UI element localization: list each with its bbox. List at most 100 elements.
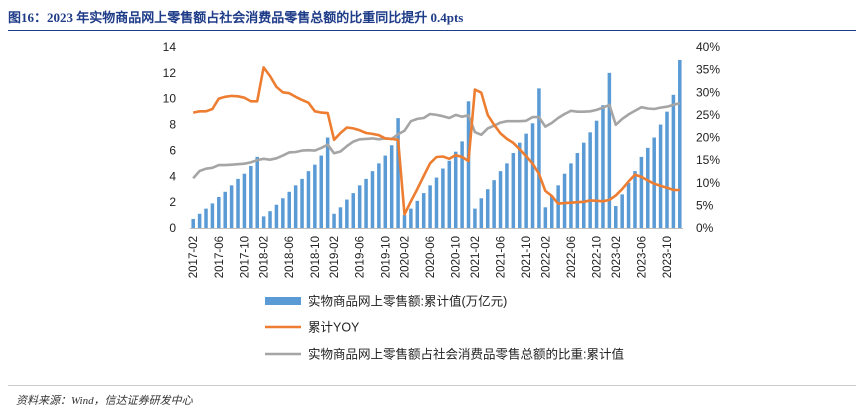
bar (396, 118, 400, 228)
bar (345, 199, 349, 228)
bar (242, 173, 247, 228)
x-tick-label: 2017-10 (239, 236, 251, 278)
bar (530, 123, 535, 228)
bar (665, 111, 669, 228)
y-axis-left-ticks: 0 2 4 6 8 10 12 14 (163, 40, 177, 235)
bar (319, 155, 324, 228)
bar (428, 185, 432, 228)
y-right-tick-label: 20% (696, 131, 720, 145)
bar (581, 142, 586, 228)
bar (556, 185, 560, 228)
x-tick-label: 2022-06 (566, 236, 578, 278)
bar (236, 178, 240, 228)
bar (466, 101, 471, 228)
bar (313, 164, 317, 228)
bar (287, 191, 292, 228)
y-left-tick-label: 6 (169, 143, 176, 157)
bar (197, 213, 202, 228)
bar (370, 171, 375, 228)
bar (210, 203, 215, 228)
x-tick-label: 2019-02 (329, 236, 341, 278)
x-tick-label: 2021-02 (470, 236, 482, 278)
share-line (192, 101, 681, 180)
x-axis-ticks: 2017-02 2017-06 2017-10 2018-02 2018-06 2018-… (188, 236, 674, 278)
legend-share-label: 实物商品网上零售额占社会消费品零售总额的比重:累计值 (308, 347, 624, 362)
title-divider (8, 30, 856, 31)
bar (485, 189, 490, 228)
bar (293, 185, 298, 228)
bar (473, 208, 477, 228)
bar (524, 133, 528, 228)
figure-title: 图16：2023 年实物商品网上零售额占社会消费品零售总额的比重同比提升 0.4… (8, 10, 464, 25)
bar (274, 204, 279, 228)
bar (306, 171, 311, 228)
yoy-line (192, 66, 680, 216)
x-tick-label: 2020-02 (399, 236, 411, 278)
bar (229, 185, 234, 228)
x-tick-label: 2020-06 (425, 236, 437, 278)
y-left-tick-label: 4 (169, 169, 176, 183)
bar (575, 153, 580, 228)
bar (594, 120, 599, 228)
x-tick-label: 2023-06 (636, 236, 648, 278)
bar (658, 124, 663, 228)
footer-divider (8, 385, 856, 386)
bar (517, 142, 522, 228)
legend-yoy-label: 累计YOY (308, 321, 360, 335)
chart: 0 2 4 6 8 10 12 14 0% 5% 10% 15% 20% 25% 30% 35% 40% 20… (163, 40, 721, 362)
y-right-tick-label: 25% (696, 108, 720, 122)
bar (562, 173, 567, 228)
legend-bar-swatch (265, 297, 301, 305)
y-right-tick-label: 40% (696, 40, 720, 54)
x-tick-label: 2019-10 (380, 236, 392, 278)
bar (549, 195, 554, 228)
bar (402, 215, 407, 228)
bar (325, 137, 330, 228)
bar (453, 151, 458, 228)
bar (447, 160, 452, 228)
y-right-tick-label: 10% (696, 176, 720, 190)
bar (511, 153, 516, 228)
x-tick-label: 2019-06 (355, 236, 367, 278)
bar (415, 200, 420, 228)
x-tick-label: 2021-10 (521, 236, 533, 278)
bar (492, 180, 496, 228)
bar (678, 59, 682, 228)
bar (217, 196, 221, 228)
y-right-tick-label: 15% (696, 153, 720, 167)
bar (639, 156, 644, 228)
x-tick-label: 2023-10 (662, 236, 674, 278)
bar (351, 193, 356, 228)
bar (537, 88, 541, 228)
x-tick-label: 2022-02 (540, 236, 552, 278)
legend-bar-label: 实物商品网上零售额:累计值(万亿元) (308, 294, 507, 309)
y-right-tick-label: 30% (696, 85, 720, 99)
bar (261, 216, 266, 228)
bar (364, 178, 368, 228)
bar (377, 163, 381, 228)
bar (505, 163, 509, 228)
bar (671, 94, 676, 228)
y-left-tick-label: 14 (163, 40, 177, 54)
legend: 实物商品网上零售额:累计值(万亿元) 累计YOY 实物商品网上零售额占社会消费品… (265, 294, 624, 362)
bar (383, 155, 388, 228)
source-note: 资料来源：Wind，信达证券研发中心 (16, 395, 193, 407)
x-tick-label: 2017-06 (214, 236, 226, 278)
bar (338, 207, 343, 228)
y-left-tick-label: 8 (169, 118, 176, 132)
x-tick-label: 2021-06 (496, 236, 508, 278)
y-left-tick-label: 10 (163, 92, 177, 106)
bar (479, 198, 484, 228)
y-right-tick-label: 0% (696, 221, 714, 235)
bar (191, 218, 195, 228)
bar (332, 213, 336, 228)
x-tick-label: 2018-10 (310, 236, 322, 278)
bar-series (191, 59, 682, 228)
y-left-tick-label: 12 (163, 66, 177, 80)
bar (543, 207, 548, 228)
bar (389, 145, 394, 228)
bar (626, 182, 631, 228)
bar (421, 193, 426, 228)
bar (569, 163, 573, 228)
bar (357, 185, 362, 228)
